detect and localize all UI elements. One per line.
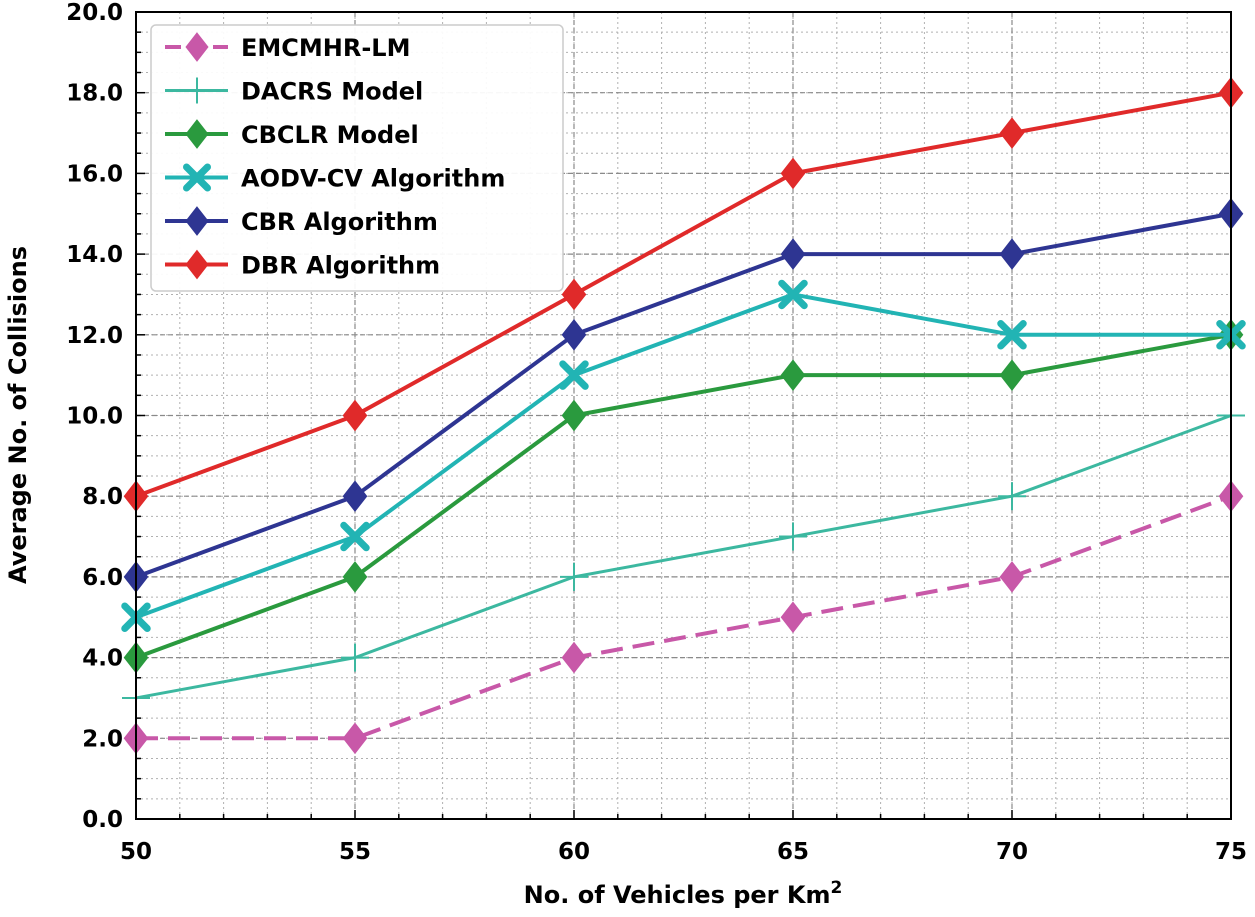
x-tick-label: 75 — [1215, 839, 1247, 865]
y-tick-label: 16.0 — [66, 161, 123, 187]
series-cbclr-model — [123, 318, 1244, 674]
data-point — [342, 399, 368, 432]
legend-label: AODV-CV Algorithm — [241, 165, 505, 193]
series-line — [135, 292, 1231, 620]
series-dbr-algorithm — [123, 76, 1244, 513]
x-tick-label: 70 — [996, 839, 1028, 865]
data-point — [342, 722, 368, 755]
x-tick-label: 55 — [339, 839, 371, 865]
data-point — [779, 522, 807, 551]
legend-label: DBR Algorithm — [241, 252, 440, 280]
data-point — [998, 482, 1026, 511]
legend-marker — [185, 206, 209, 236]
legend-marker — [183, 163, 211, 192]
data-point — [342, 561, 368, 593]
y-axis-title: Average No. of Collisions — [4, 246, 32, 584]
y-tick-label: 8.0 — [82, 484, 123, 510]
legend-entry: AODV-CV Algorithm — [165, 163, 505, 193]
series-line — [135, 90, 1232, 499]
y-tick-label: 2.0 — [82, 726, 123, 752]
legend-label: CBCLR Model — [241, 121, 419, 149]
plot-frame — [135, 11, 1232, 820]
data-point — [778, 279, 808, 310]
y-tick-label: 12.0 — [66, 323, 123, 349]
y-tick-label: 18.0 — [66, 81, 123, 107]
y-tick-label: 6.0 — [82, 565, 123, 591]
x-axis-title: No. of Vehicles per Km2 — [524, 878, 843, 909]
legend-entry: CBCLR Model — [165, 119, 419, 149]
y-tick-label: 20.0 — [66, 0, 123, 26]
data-point — [780, 238, 806, 270]
x-tick-label: 50 — [120, 839, 152, 865]
data-point — [997, 320, 1027, 350]
legend-entry: DACRS Model — [165, 77, 423, 106]
legend-entry: CBR Algorithm — [165, 206, 438, 236]
y-tick-label: 10.0 — [66, 404, 123, 430]
marker-stroke — [778, 279, 808, 310]
data-point — [340, 521, 370, 552]
data-point — [559, 360, 589, 390]
data-point — [780, 601, 806, 634]
series-dacrs-model — [122, 401, 1245, 712]
data-point — [780, 157, 806, 190]
marker-stroke — [559, 360, 589, 390]
legend-marker — [184, 77, 210, 104]
y-tick-label: 4.0 — [82, 646, 123, 672]
legend-marker — [185, 32, 209, 62]
data-point — [561, 399, 587, 432]
data-point — [999, 359, 1025, 391]
y-tick-label: 0.0 — [82, 807, 123, 833]
legend-label: DACRS Model — [241, 78, 423, 106]
data-point — [999, 238, 1025, 270]
marker-stroke — [183, 163, 211, 192]
legend-entry: EMCMHR-LM — [165, 32, 410, 62]
data-point — [560, 562, 588, 591]
marker-stroke — [340, 521, 370, 552]
legend-marker — [185, 249, 209, 280]
data-point — [561, 278, 587, 311]
legend: EMCMHR-LM DACRS Model CBCLR Model AODV-CV A… — [150, 24, 564, 292]
series-line — [135, 414, 1232, 700]
data-point — [561, 641, 587, 674]
legend-marker — [185, 119, 209, 149]
data-point — [780, 359, 806, 391]
y-tick-label: 14.0 — [66, 242, 123, 268]
legend-box — [150, 24, 564, 292]
marker-stroke — [997, 320, 1027, 350]
series-line — [136, 494, 1232, 741]
series-line — [135, 211, 1232, 579]
legend-label: EMCMHR-LM — [241, 34, 410, 62]
tick-labels: 50 55 60 65 70 75 0.0 2.0 4.0 6.0 8.0 10.0 12.0 14.0 1… — [66, 0, 1247, 865]
data-point — [999, 561, 1025, 593]
x-tick-label: 65 — [777, 839, 809, 865]
x-tick-label: 60 — [558, 839, 590, 865]
data-point — [999, 117, 1025, 149]
data-point — [342, 480, 368, 513]
legend-label: CBR Algorithm — [241, 208, 438, 236]
legend-entry: DBR Algorithm — [165, 249, 440, 280]
data-point — [561, 318, 587, 351]
series-line — [135, 332, 1232, 660]
data-point — [341, 643, 369, 672]
